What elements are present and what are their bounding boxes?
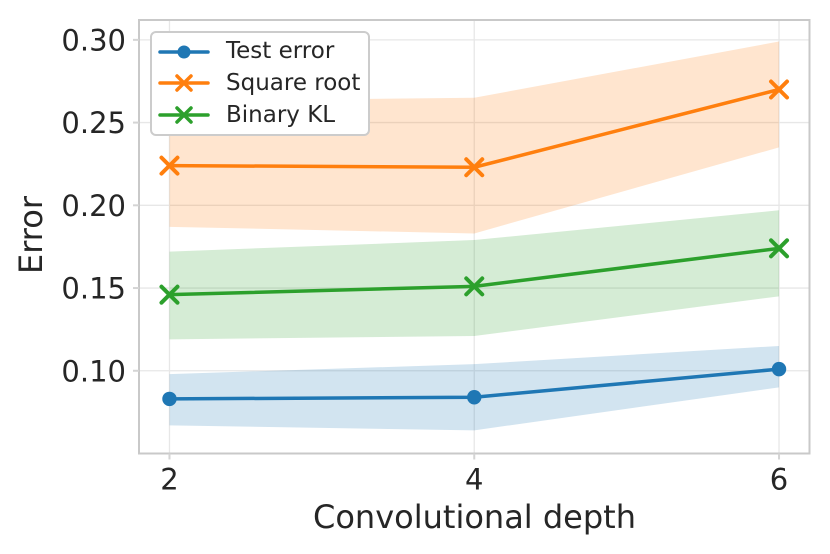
- y-tick-label: 0.20: [61, 189, 126, 223]
- y-tick-label: 0.30: [61, 23, 126, 57]
- confidence-band: [169, 345, 780, 431]
- legend-item-binary-kl: Binary KL: [158, 101, 362, 128]
- legend-marker-binary-kl: [158, 106, 210, 124]
- y-tick-label: 0.15: [61, 272, 126, 306]
- data-point-marker: [771, 361, 787, 377]
- legend: Test error Square root Binary KL: [150, 31, 370, 136]
- data-point-marker: [175, 74, 193, 93]
- data-point-marker: [769, 79, 790, 100]
- data-point-marker: [464, 157, 485, 178]
- data-point-marker: [467, 390, 482, 405]
- data-point-marker: [175, 106, 193, 124]
- data-point-marker: [177, 45, 191, 59]
- y-tick-label: 0.10: [61, 354, 126, 388]
- data-point-marker: [769, 238, 790, 259]
- x-tick-label: 2: [160, 463, 178, 497]
- x-tick-label: 4: [465, 463, 483, 497]
- data-point-marker: [464, 276, 485, 297]
- x-tick-label: 6: [770, 463, 788, 497]
- legend-item-square-root: Square root: [158, 69, 362, 96]
- data-point-marker: [159, 284, 180, 305]
- confidence-band: [169, 41, 780, 234]
- y-axis-label: Error: [12, 196, 50, 274]
- legend-marker-test-error: [158, 45, 210, 59]
- x-axis-label: Convolutional depth: [313, 498, 636, 536]
- data-point-marker: [162, 391, 177, 407]
- legend-label: Test error: [226, 38, 335, 65]
- legend-label: Square root: [226, 69, 361, 96]
- confidence-band: [169, 210, 780, 340]
- legend-item-test-error: Test error: [158, 40, 362, 63]
- legend-marker-square-root: [158, 74, 210, 93]
- y-tick-label: 0.25: [61, 106, 126, 140]
- data-point-marker: [159, 155, 180, 176]
- legend-label: Binary KL: [226, 101, 336, 128]
